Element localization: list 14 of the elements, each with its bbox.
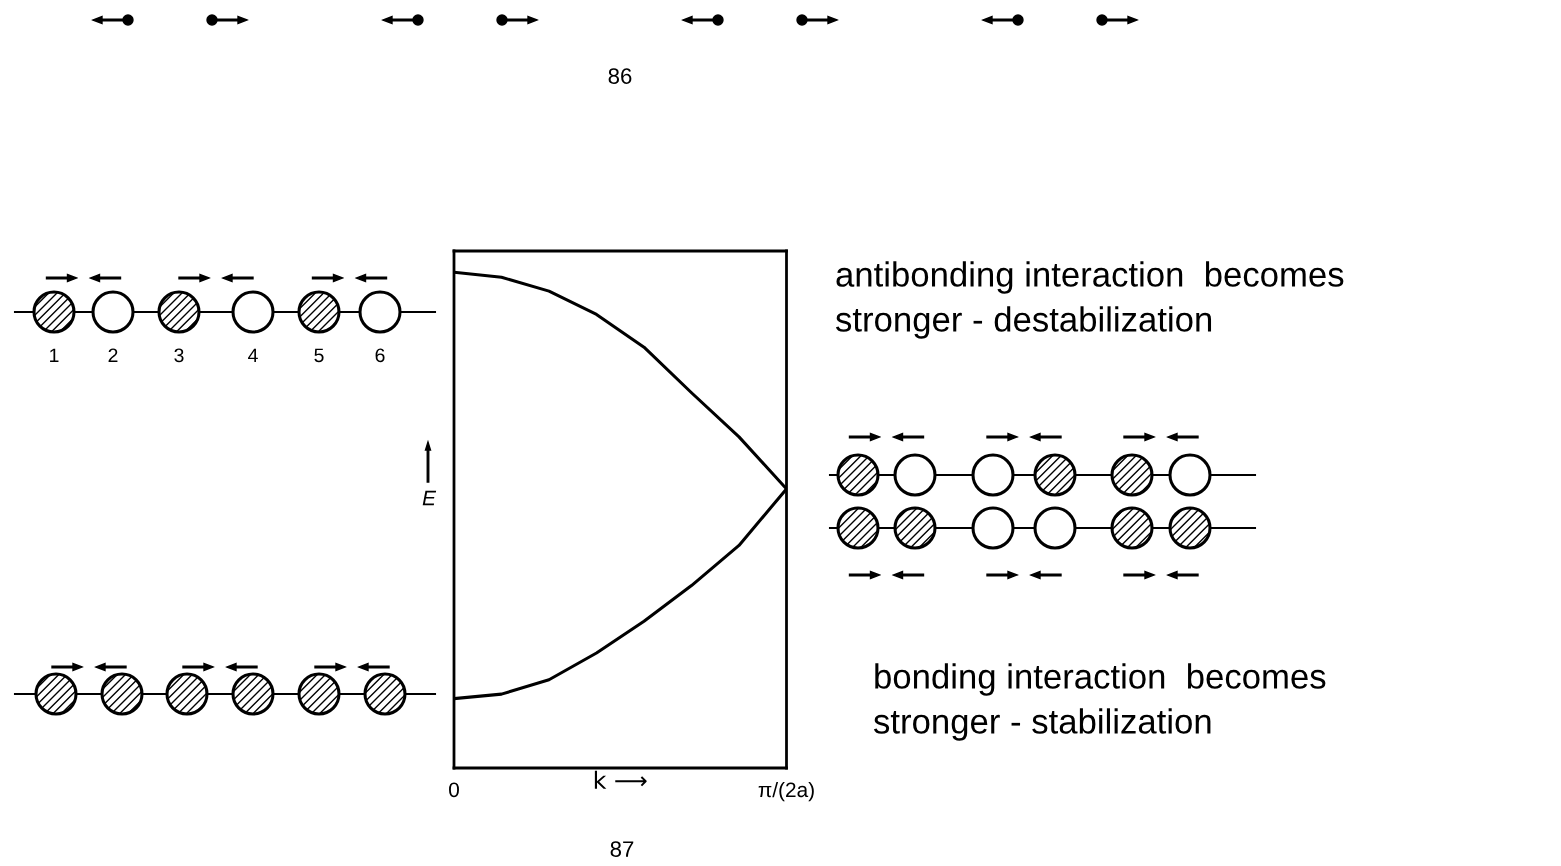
- text: 2: [108, 348, 118, 363]
- text: 4: [248, 348, 258, 363]
- x-tick-label: 0: [449, 782, 459, 798]
- text: 86: [608, 68, 632, 84]
- text: antibonding interaction becomes stronger - destabilization: [835, 261, 1344, 339]
- x-axis-title: k ⟶: [594, 770, 647, 789]
- text: 6: [375, 348, 385, 363]
- text: 3: [174, 348, 184, 363]
- y-axis-title: E: [422, 490, 437, 506]
- text: 1: [50, 348, 59, 363]
- x-tick-label: π/(2a): [758, 781, 814, 802]
- text: 87: [610, 841, 634, 857]
- text: 5: [314, 348, 324, 363]
- text: bonding interaction becomes stronger - stabilization: [873, 663, 1326, 741]
